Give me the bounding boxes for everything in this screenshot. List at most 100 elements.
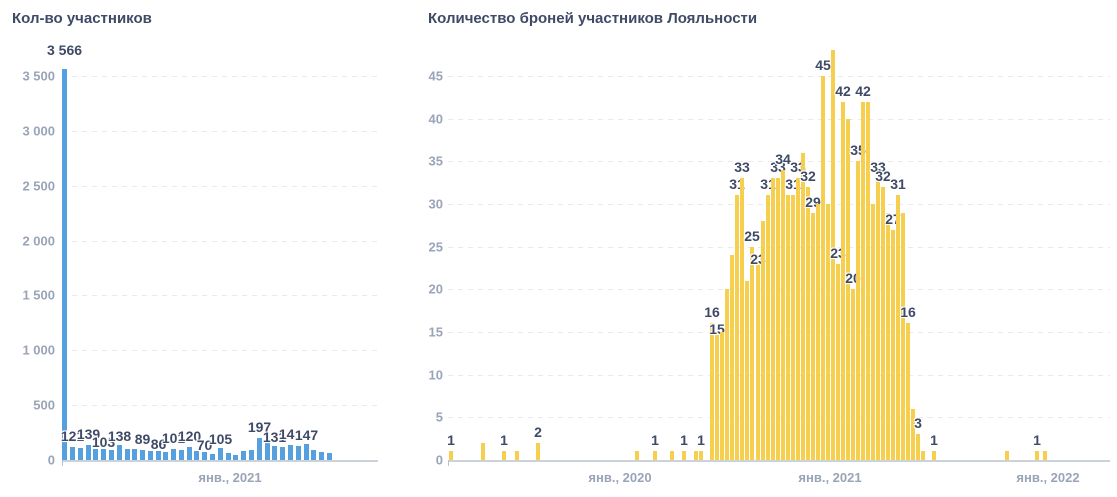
participants-bar[interactable] xyxy=(280,447,285,460)
participants-bar[interactable] xyxy=(163,452,168,460)
loyalty-bookings-y-axis-label: 35 xyxy=(428,153,443,169)
participants-y-axis-label: 1 500 xyxy=(22,287,55,303)
participants-bar[interactable] xyxy=(241,451,246,460)
loyalty-bookings-bar[interactable] xyxy=(841,102,845,460)
participants-bar[interactable] xyxy=(187,447,192,460)
loyalty-bookings-bar[interactable] xyxy=(1043,451,1047,460)
loyalty-bookings-bar[interactable] xyxy=(715,332,719,460)
participants-bar-value-label: 141 xyxy=(278,426,303,442)
loyalty-bookings-bar[interactable] xyxy=(921,451,925,460)
participants-bar[interactable] xyxy=(218,448,223,460)
participants-bar[interactable] xyxy=(265,443,270,460)
loyalty-bookings-bar[interactable] xyxy=(831,50,835,460)
participants-bar[interactable] xyxy=(249,450,254,460)
loyalty-bookings-bar[interactable] xyxy=(699,451,703,460)
loyalty-bookings-bar[interactable] xyxy=(694,451,698,460)
loyalty-bookings-bar[interactable] xyxy=(896,195,900,460)
participants-bar[interactable] xyxy=(311,450,316,460)
loyalty-bookings-bar[interactable] xyxy=(766,195,770,460)
loyalty-bookings-bar[interactable] xyxy=(481,443,485,460)
participants-bar[interactable] xyxy=(148,451,153,460)
participants-bar[interactable] xyxy=(327,453,332,460)
participants-bar[interactable] xyxy=(272,446,277,460)
participants-bar[interactable] xyxy=(101,449,106,460)
participants-bar[interactable] xyxy=(257,438,262,460)
loyalty-bookings-bar[interactable] xyxy=(811,213,815,460)
participants-gridline xyxy=(62,295,378,296)
loyalty-bookings-bar[interactable] xyxy=(750,247,754,460)
loyalty-bookings-bar[interactable] xyxy=(449,451,453,460)
loyalty-bookings-bar[interactable] xyxy=(856,161,860,460)
participants-bar[interactable] xyxy=(156,451,161,460)
loyalty-bookings-bar[interactable] xyxy=(781,170,785,460)
loyalty-bookings-bar[interactable] xyxy=(846,119,850,460)
loyalty-bookings-bar-value-label: 25 xyxy=(744,228,760,244)
participants-bar[interactable] xyxy=(70,447,75,460)
loyalty-bookings-bar[interactable] xyxy=(745,281,749,460)
participants-bar[interactable] xyxy=(93,449,98,460)
loyalty-bookings-bar[interactable] xyxy=(771,178,775,460)
loyalty-bookings-bar[interactable] xyxy=(881,187,885,460)
loyalty-bookings-bar[interactable] xyxy=(826,204,830,460)
loyalty-bookings-bar[interactable] xyxy=(710,323,714,460)
participants-bar[interactable] xyxy=(304,444,309,460)
loyalty-bookings-bar[interactable] xyxy=(906,323,910,460)
loyalty-bookings-bar[interactable] xyxy=(670,451,674,460)
participants-bar[interactable] xyxy=(86,445,91,460)
loyalty-bookings-bar[interactable] xyxy=(932,451,936,460)
participants-bar[interactable] xyxy=(202,452,207,460)
loyalty-bookings-bar[interactable] xyxy=(635,451,639,460)
loyalty-bookings-y-axis-label: 0 xyxy=(435,452,443,468)
loyalty-bookings-bar[interactable] xyxy=(886,213,890,460)
participants-bar[interactable] xyxy=(233,455,238,460)
participants-bar[interactable] xyxy=(171,449,176,460)
loyalty-bookings-bar[interactable] xyxy=(1035,451,1039,460)
loyalty-bookings-bar[interactable] xyxy=(911,409,915,460)
loyalty-bookings-bar[interactable] xyxy=(756,264,760,460)
loyalty-bookings-bar[interactable] xyxy=(891,230,895,460)
loyalty-bookings-bar[interactable] xyxy=(761,221,765,460)
participants-bar[interactable] xyxy=(179,450,184,460)
loyalty-bookings-bar[interactable] xyxy=(776,178,780,460)
participants-bar[interactable] xyxy=(132,449,137,460)
loyalty-bookings-bar[interactable] xyxy=(901,213,905,460)
participants-bar[interactable] xyxy=(210,454,215,460)
loyalty-bookings-bar[interactable] xyxy=(1005,451,1009,460)
loyalty-bookings-bar[interactable] xyxy=(740,178,744,460)
loyalty-bookings-bar[interactable] xyxy=(725,289,729,460)
loyalty-bookings-bar[interactable] xyxy=(806,187,810,460)
loyalty-bookings-bar[interactable] xyxy=(791,195,795,460)
loyalty-bookings-bar[interactable] xyxy=(876,178,880,460)
loyalty-bookings-bar[interactable] xyxy=(871,204,875,460)
loyalty-bookings-bar[interactable] xyxy=(861,102,865,460)
participants-bar[interactable] xyxy=(62,69,67,460)
loyalty-bookings-bar-value-label: 1 xyxy=(1033,432,1041,448)
loyalty-bookings-bar[interactable] xyxy=(720,332,724,460)
loyalty-bookings-bar[interactable] xyxy=(821,76,825,460)
participants-bar[interactable] xyxy=(194,451,199,460)
loyalty-bookings-bar[interactable] xyxy=(916,434,920,460)
loyalty-bookings-bar[interactable] xyxy=(653,451,657,460)
loyalty-bookings-bar[interactable] xyxy=(502,451,506,460)
loyalty-bookings-bar[interactable] xyxy=(786,195,790,460)
participants-bar[interactable] xyxy=(78,448,83,460)
loyalty-bookings-bar[interactable] xyxy=(801,153,805,460)
loyalty-bookings-bar[interactable] xyxy=(836,264,840,460)
loyalty-bookings-bar[interactable] xyxy=(866,102,870,460)
participants-bar[interactable] xyxy=(226,453,231,460)
loyalty-bookings-bar[interactable] xyxy=(515,451,519,460)
participants-bar[interactable] xyxy=(140,450,145,460)
loyalty-bookings-bar[interactable] xyxy=(536,443,540,460)
participants-bar[interactable] xyxy=(109,450,114,460)
participants-bar[interactable] xyxy=(125,449,130,460)
participants-bar[interactable] xyxy=(117,445,122,460)
loyalty-bookings-bar[interactable] xyxy=(730,255,734,460)
loyalty-bookings-bar[interactable] xyxy=(682,451,686,460)
participants-bar[interactable] xyxy=(296,446,301,460)
loyalty-bookings-bar[interactable] xyxy=(735,195,739,460)
participants-bar[interactable] xyxy=(288,445,293,460)
loyalty-bookings-bar[interactable] xyxy=(796,178,800,460)
loyalty-bookings-bar[interactable] xyxy=(816,204,820,460)
loyalty-bookings-bar[interactable] xyxy=(851,289,855,460)
participants-bar[interactable] xyxy=(319,452,324,460)
